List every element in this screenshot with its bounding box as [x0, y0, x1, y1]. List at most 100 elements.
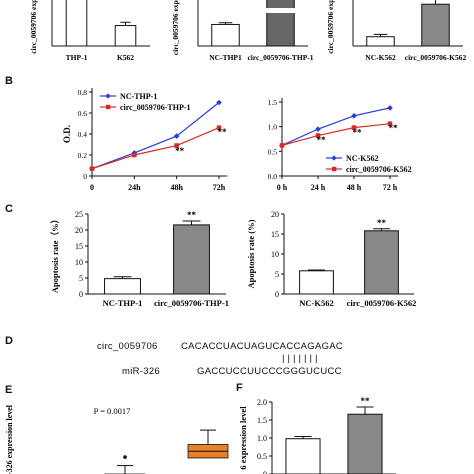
y-tick-label: 15: [271, 230, 279, 239]
x-tick-label: 72 h: [383, 183, 398, 192]
bar: [364, 230, 399, 295]
significance-label: **: [377, 218, 387, 228]
y-tick-label: 1.0: [268, 123, 278, 132]
significance-label: **: [317, 135, 327, 145]
legend-label: NC-THP-1: [120, 92, 157, 101]
panel-letter-e: E: [5, 384, 13, 396]
series-line: [281, 107, 391, 146]
chart-c2-apoptosis-k562: 0 5 10 15 20 Apoptosis rate (%) NC-K562 circ_00…: [246, 210, 417, 308]
data-point: [351, 113, 357, 119]
y-axis-label: circ_0059706 expres: [171, 0, 180, 55]
data-point: [331, 155, 337, 161]
panel-letter-f: F: [236, 382, 243, 394]
x-tick-label: 48h: [170, 183, 183, 192]
y-tick-label: 20: [271, 210, 279, 219]
y-tick-label: 2.0: [257, 398, 267, 407]
y-axis-label: circ_0059706 expre: [326, 0, 335, 54]
y-axis-label: iR-326 expression level: [5, 404, 14, 474]
data-point: [174, 143, 179, 148]
bar: [65, 0, 88, 47]
data-point: [216, 99, 222, 106]
y-tick-label: 5: [79, 274, 83, 283]
y-tick-label: 10: [271, 250, 279, 259]
bar: [104, 278, 141, 295]
category-label: circ_0059706-K562: [347, 298, 417, 308]
significance-label: **: [389, 123, 399, 133]
y-tick-label: 0: [263, 470, 267, 474]
data-point: [387, 105, 393, 111]
category-label: NC-K562: [365, 53, 396, 62]
category-label: circ_0059706-THP-1: [247, 53, 313, 62]
significance-label: **: [187, 210, 197, 220]
data-point: [315, 133, 321, 138]
series-line: [91, 102, 220, 170]
legend-marker: [106, 104, 111, 110]
chart-e-mir326-boxplot: iR-326 expression level P = 0.0017: [5, 404, 229, 474]
y-tick-label: 10: [75, 258, 83, 267]
category-label: NC-THP1: [209, 53, 242, 62]
category-label: NC-K562: [299, 298, 333, 308]
y-tick-label: 5: [275, 270, 279, 279]
pairing-lines: | | | | | | |: [282, 353, 318, 364]
y-tick-label: 0: [275, 290, 279, 299]
y-tick-label: 0.4: [78, 130, 88, 139]
significance-label: **: [353, 128, 363, 138]
p-value-label: P = 0.0017: [94, 406, 131, 416]
series-line: [281, 123, 391, 146]
outlier-point: [123, 455, 127, 459]
category-label: THP-1: [66, 53, 88, 62]
significance-label: **: [218, 127, 228, 137]
data-point: [89, 166, 95, 171]
x-tick-label: 24h: [128, 183, 141, 192]
axis-break: [265, 8, 296, 13]
x-tick-label: 0: [90, 183, 94, 192]
legend-label: NC-K562: [346, 154, 378, 163]
data-point: [351, 125, 357, 130]
y-tick-label: 0.8: [78, 88, 88, 97]
circ-sequence: CACACCUACUAGUCACCAGAGAC: [181, 341, 344, 352]
bar: [173, 224, 210, 295]
x-tick-label: 24 h: [311, 183, 326, 192]
y-tick-label: 0.5: [268, 147, 278, 156]
bar: [299, 270, 334, 295]
bar: [285, 438, 321, 474]
y-axis-label: O.D.: [62, 125, 72, 143]
panel-letter-d: D: [5, 335, 13, 347]
data-point: [105, 93, 111, 99]
mir-label: miR-326: [122, 366, 160, 377]
circ-label: circ_0059706: [97, 341, 158, 352]
category-label: circ_0059706-THP-1: [154, 298, 229, 308]
data-point: [216, 125, 222, 130]
chart-b2-proliferation-k562: 0.0 0.5 1.0 1.5 0 h 24 h 48 h 72 h ** ** ** NC-K562…: [268, 98, 412, 192]
y-tick-label: 1.0: [257, 434, 267, 443]
y-axis-label: 6 expression level: [238, 406, 248, 470]
bar: [421, 3, 450, 47]
y-tick-label: 0.5: [257, 452, 267, 461]
y-tick-label: 0.6: [78, 109, 88, 118]
y-tick-label: 0.2: [78, 151, 88, 160]
chart-b1-proliferation-thp1: 0 0.2 0.4 0.6 0.8 0 24h 48h 72h O.D. ** ** NC-THP-1 c…: [62, 88, 228, 192]
chart-f-expression-bar: 0 0.5 1.0 1.5 2.0 6 expression level **: [238, 396, 396, 474]
series-line: [91, 127, 220, 170]
x-tick-label: 48 h: [347, 183, 362, 192]
y-tick-label: 0: [79, 290, 83, 299]
bar: [211, 23, 240, 47]
category-label: NC-THP-1: [103, 298, 143, 308]
y-tick-label: 20: [75, 226, 83, 235]
y-axis-label: circ_0059706 expre: [29, 0, 38, 54]
y-tick-label: 0.0: [268, 172, 278, 181]
data-point: [279, 143, 285, 148]
significance-label: **: [361, 396, 371, 406]
category-label: K562: [117, 53, 134, 62]
y-tick-label: 1.5: [268, 98, 278, 107]
data-point: [387, 121, 393, 127]
bar: [347, 413, 383, 474]
bar: [114, 25, 137, 47]
chart-c1-apoptosis-thp1: 0 5 10 15 20 25 Apoptosis rate（%） NC-THP-1 circ_…: [50, 210, 229, 308]
legend-label: circ_0059706-THP-1: [120, 103, 191, 112]
category-label: circ_0059706-K562: [405, 53, 467, 62]
y-axis-label: Apoptosis rate (%): [246, 219, 256, 288]
y-tick-label: 1.5: [257, 416, 267, 425]
data-point: [132, 152, 137, 158]
x-tick-label: 72h: [213, 183, 226, 192]
